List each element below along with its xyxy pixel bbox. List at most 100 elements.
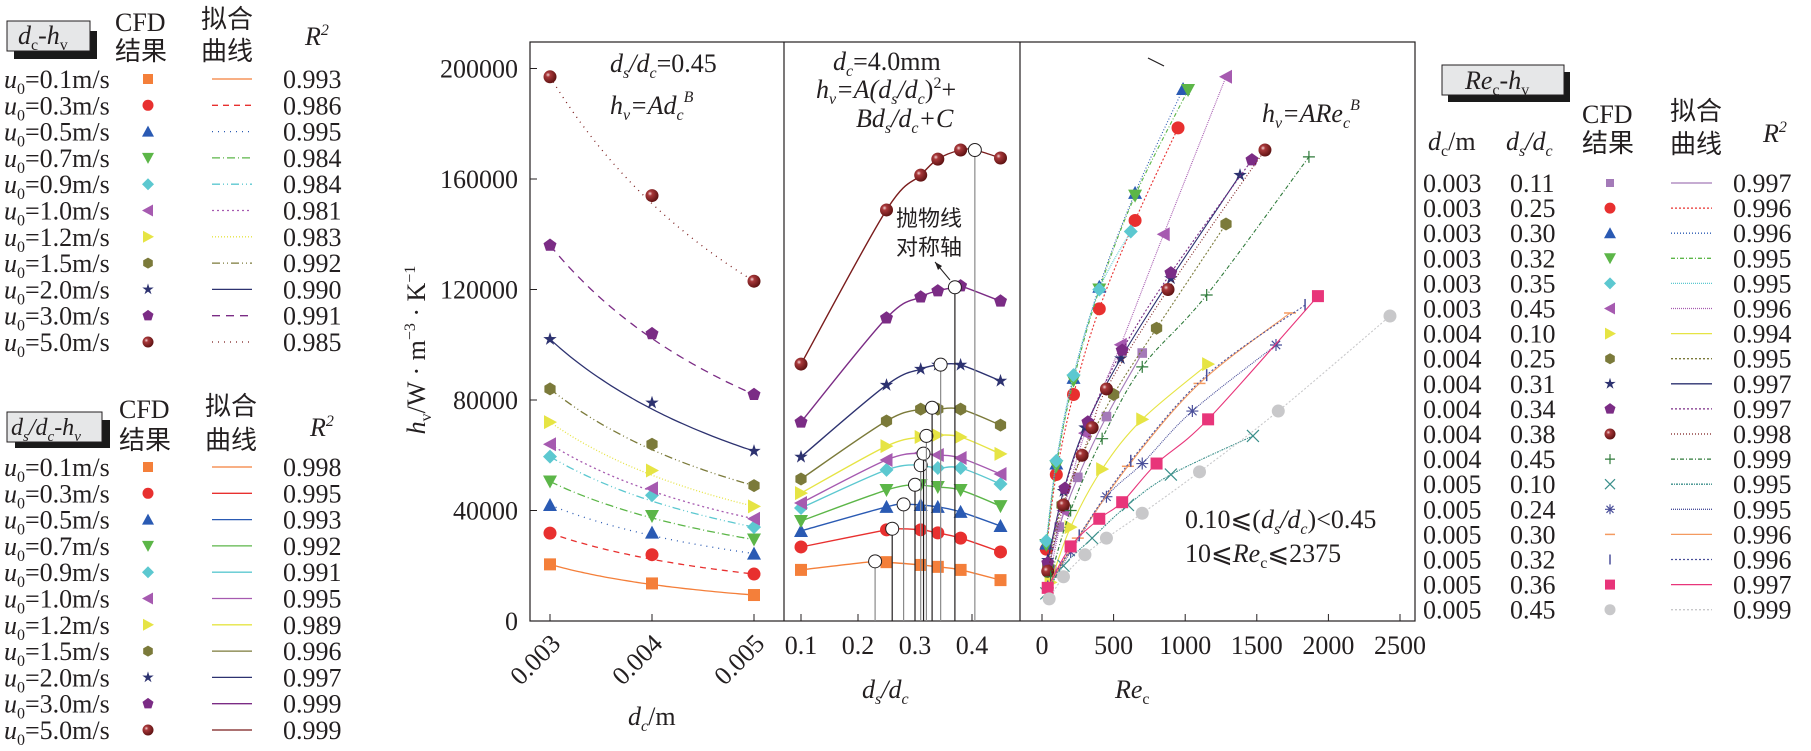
legend-marker: [143, 618, 154, 631]
legend-row: u0=0.1m/s 0.993: [4, 65, 342, 98]
data-point: [1116, 496, 1129, 509]
legend-marker: [143, 230, 154, 243]
legend-row: u0=2.0m/s 0.997: [4, 663, 342, 696]
legend-r2-value: 0.995: [283, 118, 342, 147]
fit-line: [1047, 149, 1266, 572]
data-point: [954, 143, 968, 157]
x-tick-label: 1000: [1159, 631, 1211, 660]
data-point: [1171, 121, 1185, 135]
legend-velocity: u0=0.1m/s: [4, 65, 110, 98]
data-point: [1311, 290, 1324, 303]
data-point: [1058, 481, 1072, 494]
legend-row: 0.003 0.35 0.995: [1423, 269, 1792, 298]
data-point: [645, 326, 659, 340]
data-point: [747, 533, 761, 547]
legend-ds-value: 0.24: [1510, 495, 1556, 524]
legend-ds-hv: ds/dc-hv CFD 结果 拟合 曲线 R2 u0=0.1m/s 0.998u…: [4, 392, 342, 749]
data-point: [645, 548, 659, 562]
legend-marker: [142, 540, 154, 552]
series-u0-1-0m-s: [543, 437, 760, 526]
data-point: [1100, 490, 1113, 503]
legend-r2-value: 0.996: [1733, 520, 1792, 549]
x-axis-label-1: dc/m: [628, 702, 676, 735]
legend-marker: [1604, 604, 1616, 616]
legend-row: u0=1.5m/s 0.996: [4, 637, 342, 670]
legend-r2-value: 0.997: [1733, 395, 1792, 424]
data-point: [879, 499, 894, 513]
x-tick-label: 0.1: [785, 631, 818, 660]
legend-ds-value: 0.31: [1510, 370, 1556, 399]
legend-r2-value: 0.995: [283, 479, 342, 508]
data-point: [1156, 227, 1170, 242]
legend-velocity: u0=1.0m/s: [4, 197, 110, 230]
data-point: [953, 504, 968, 518]
data-point: [915, 402, 927, 416]
data-point: [543, 437, 556, 452]
series-0-003-0-35: [1039, 224, 1138, 548]
data-point: [747, 567, 761, 581]
series-0-005-0-36: [1041, 290, 1324, 594]
data-point: [954, 563, 967, 576]
legend-row: u0=0.3m/s 0.995: [4, 479, 342, 512]
vertex-marker: [908, 477, 922, 492]
legend-dc-value: 0.004: [1423, 345, 1482, 374]
vertex-marker: [967, 142, 982, 157]
col-header-r2: R2: [309, 413, 334, 442]
legend-r2-value: 0.994: [1733, 320, 1792, 349]
legend-r2-value: 0.999: [1733, 596, 1792, 625]
fit-line: [1045, 89, 1189, 546]
col-header-fit: 拟合: [205, 392, 257, 421]
data-point: [953, 484, 968, 498]
data-point: [543, 497, 557, 511]
col-header-cfd: CFD: [119, 395, 170, 424]
data-point: [1099, 382, 1113, 396]
legend-r2-value: 0.981: [283, 197, 342, 226]
fit-line: [1048, 315, 1391, 600]
legend-r2-value: 0.995: [1733, 495, 1792, 524]
data-point: [1233, 168, 1247, 181]
legend-dc-value: 0.003: [1423, 219, 1482, 248]
y-tick-label: 160000: [440, 165, 518, 194]
col-header-cfd: CFD: [1582, 100, 1633, 129]
annotation-formula-2a: hv=A(ds/dc)2+: [816, 75, 956, 108]
legend-ds-value: 0.25: [1510, 194, 1556, 223]
data-point: [795, 486, 808, 501]
legend-row: 0.005 0.10 0.995: [1423, 470, 1792, 499]
data-point: [994, 418, 1007, 432]
data-point: [1302, 150, 1315, 163]
legend-dc-value: 0.005: [1423, 596, 1482, 625]
series-u0-3-0m-s: [794, 279, 1007, 621]
legend-velocity: u0=0.3m/s: [4, 91, 110, 124]
fit-line: [800, 434, 1001, 494]
fit-line: [549, 532, 755, 575]
data-point: [794, 540, 808, 554]
legend-row: 0.004 0.25 0.995: [1423, 345, 1792, 374]
data-point: [748, 589, 760, 602]
plot-frames: [529, 41, 1416, 622]
data-point: [1115, 343, 1129, 356]
data-point: [1099, 531, 1113, 545]
legend-row: 0.003 0.11 0.997: [1423, 169, 1792, 198]
data-point: [955, 402, 967, 416]
legend-dc-value: 0.005: [1423, 571, 1482, 600]
stray-mark: [1147, 57, 1165, 67]
data-point: [1067, 387, 1081, 401]
y-tick-label: 200000: [440, 55, 518, 84]
fit-line: [549, 244, 755, 396]
legend-marker: [142, 125, 154, 137]
panel-dc-hv: 0.003 0.004 0.005: [504, 70, 770, 691]
vertex-marker: [896, 497, 911, 512]
x-tick-label: 1500: [1231, 631, 1283, 660]
data-point: [1078, 548, 1092, 562]
data-point: [931, 152, 945, 166]
legend-dc-value: 0.003: [1423, 169, 1482, 198]
legend-marker: [142, 487, 154, 499]
legend-row: 0.003 0.32 0.995: [1423, 244, 1792, 273]
legend-marker: [1605, 504, 1615, 515]
legend-r2-value: 0.993: [283, 506, 342, 535]
vertex-marker: [885, 521, 900, 536]
legend-r2-value: 0.996: [283, 637, 342, 666]
x-tick-label: 0.003: [504, 629, 566, 691]
legend-r2-value: 0.991: [283, 302, 342, 331]
legend-dc-value: 0.003: [1423, 244, 1482, 273]
